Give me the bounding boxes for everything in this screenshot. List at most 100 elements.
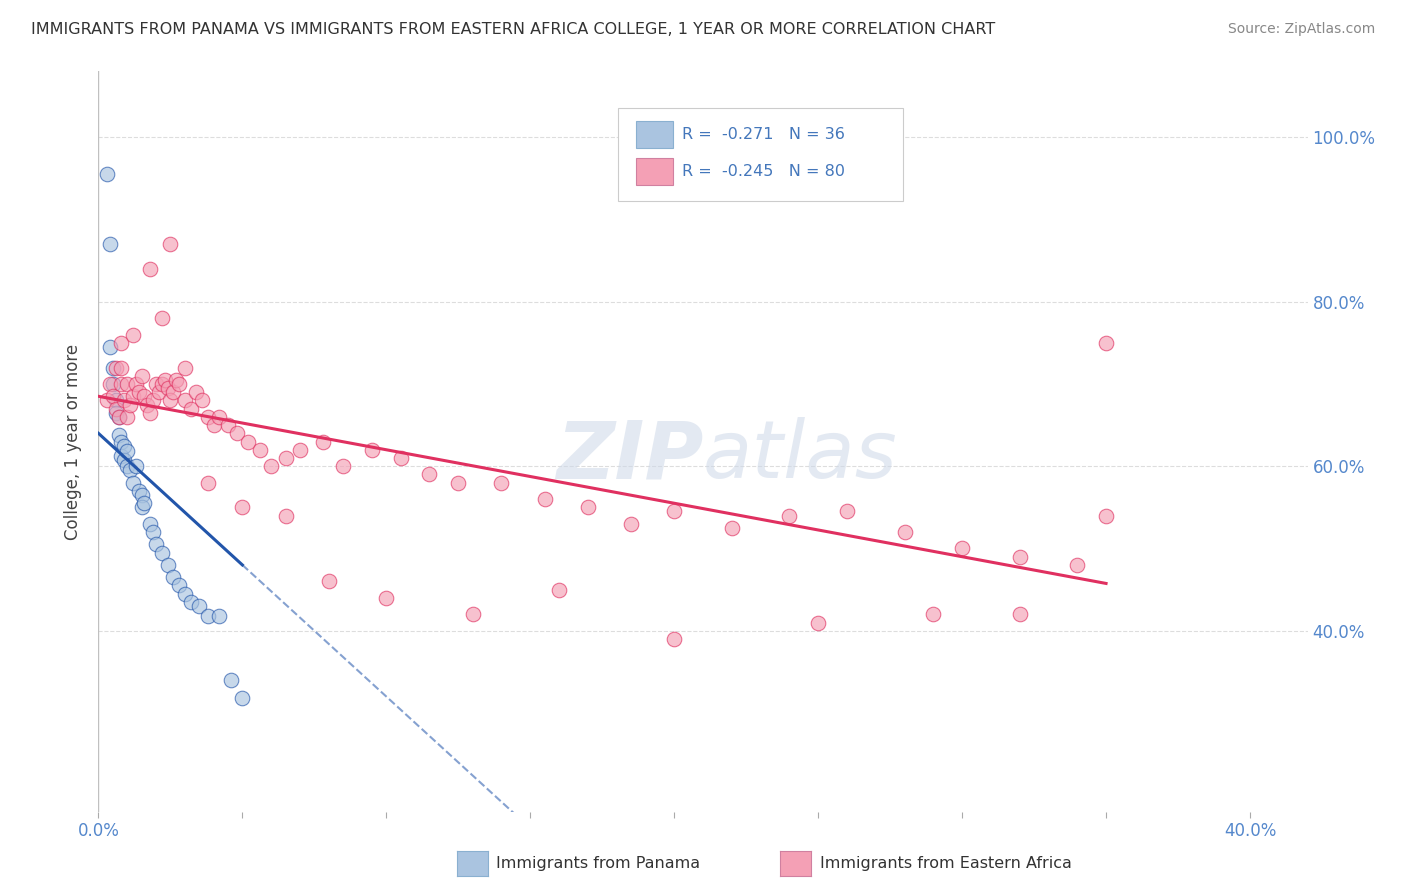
Point [112, 439, 135, 453]
Point [312, 434, 335, 449]
Point [125, 459, 148, 474]
Point [217, 418, 239, 433]
Point [361, 442, 384, 457]
Point [107, 409, 129, 424]
Point [197, 409, 219, 424]
Point [249, 442, 271, 457]
Point [332, 459, 354, 474]
Text: Immigrants from Panama: Immigrants from Panama [496, 856, 700, 871]
Point [162, 570, 184, 584]
Point [893, 524, 915, 539]
Point [236, 434, 259, 449]
Point [136, 398, 159, 412]
Point [225, 426, 247, 441]
Text: Immigrants from Eastern Africa: Immigrants from Eastern Africa [820, 856, 1071, 871]
Point [120, 463, 142, 477]
Text: Source: ZipAtlas.com: Source: ZipAtlas.com [1227, 22, 1375, 37]
Point [122, 389, 145, 403]
Point [156, 381, 179, 395]
Point [318, 574, 340, 589]
Point [664, 504, 686, 518]
Point [107, 428, 129, 442]
Point [231, 500, 253, 515]
Point [389, 450, 412, 465]
Point [950, 541, 973, 556]
Point [173, 393, 195, 408]
Point [202, 418, 225, 433]
Point [167, 376, 190, 391]
Point [134, 389, 156, 403]
Point [159, 237, 181, 252]
Point [131, 368, 153, 383]
Point [115, 459, 138, 474]
Point [145, 537, 167, 551]
Point [98, 340, 121, 354]
Point [110, 376, 132, 391]
Point [110, 335, 132, 350]
Point [778, 508, 800, 523]
Point [922, 607, 945, 622]
Point [288, 442, 311, 457]
FancyBboxPatch shape [637, 158, 672, 185]
Point [120, 398, 142, 412]
Point [197, 475, 219, 490]
Point [104, 360, 127, 375]
Point [101, 360, 124, 375]
Point [186, 385, 208, 400]
Point [128, 385, 150, 400]
Text: atlas: atlas [703, 417, 898, 495]
Point [145, 376, 167, 391]
Point [101, 376, 124, 391]
Text: ZIP: ZIP [555, 417, 703, 495]
Point [156, 558, 179, 572]
Text: IMMIGRANTS FROM PANAMA VS IMMIGRANTS FROM EASTERN AFRICA COLLEGE, 1 YEAR OR MORE: IMMIGRANTS FROM PANAMA VS IMMIGRANTS FRO… [31, 22, 995, 37]
Point [110, 360, 132, 375]
Point [418, 467, 440, 482]
Point [150, 376, 173, 391]
Point [197, 609, 219, 624]
Point [96, 167, 118, 181]
Point [231, 691, 253, 706]
Point [180, 595, 202, 609]
Point [112, 393, 135, 408]
Point [620, 516, 643, 531]
Point [104, 401, 127, 416]
Point [139, 261, 162, 276]
Point [260, 459, 283, 474]
Point [162, 385, 184, 400]
Text: R =  -0.271   N = 36: R = -0.271 N = 36 [682, 127, 845, 142]
Point [274, 450, 297, 465]
Point [153, 373, 176, 387]
Point [104, 406, 127, 420]
Y-axis label: College, 1 year or more: College, 1 year or more [65, 343, 83, 540]
Point [131, 488, 153, 502]
Point [720, 521, 742, 535]
Point [150, 311, 173, 326]
Point [173, 360, 195, 375]
Point [461, 607, 484, 622]
Point [219, 673, 242, 687]
Point [375, 591, 398, 605]
Point [139, 516, 162, 531]
Point [122, 475, 145, 490]
Point [1008, 607, 1031, 622]
Point [98, 237, 121, 252]
Point [115, 376, 138, 391]
Point [1066, 558, 1088, 572]
Point [98, 376, 121, 391]
Point [165, 373, 187, 387]
Point [142, 524, 165, 539]
Point [150, 546, 173, 560]
FancyBboxPatch shape [637, 121, 672, 147]
Point [110, 450, 132, 464]
Point [148, 385, 170, 400]
Point [134, 496, 156, 510]
Point [112, 452, 135, 467]
Point [101, 389, 124, 403]
Point [1095, 335, 1118, 350]
Point [835, 504, 858, 518]
Text: R =  -0.245   N = 80: R = -0.245 N = 80 [682, 164, 845, 178]
Point [664, 632, 686, 646]
Point [110, 434, 132, 449]
Point [139, 406, 162, 420]
